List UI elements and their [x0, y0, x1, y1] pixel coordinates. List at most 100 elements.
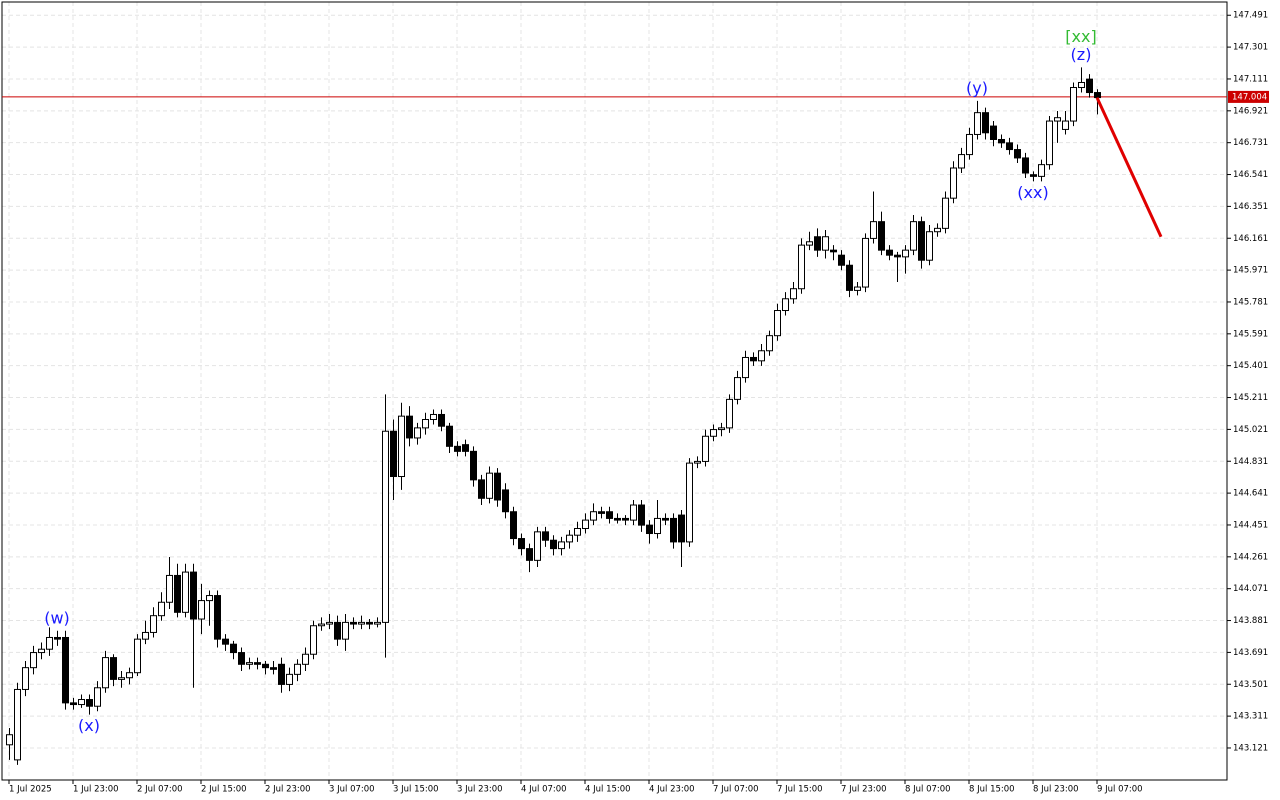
candle-body — [382, 430, 389, 623]
candle-body — [70, 702, 77, 706]
candle-body — [254, 662, 261, 665]
wave-label: (x) — [78, 716, 100, 735]
x-tick-label: 2 Jul 23:00 — [265, 785, 311, 795]
candle-body — [870, 221, 877, 239]
candle-body — [454, 445, 461, 452]
candle-body — [814, 236, 821, 251]
candle-body — [446, 425, 453, 447]
candle-body — [118, 677, 125, 680]
candle-body — [158, 601, 165, 617]
y-tick-label: 147.301 — [1233, 43, 1268, 53]
candle-body — [350, 621, 357, 625]
candle-body — [902, 249, 909, 258]
candle-body — [342, 621, 349, 640]
y-tick-label: 145.591 — [1233, 329, 1268, 339]
x-tick-label: 3 Jul 15:00 — [393, 785, 439, 795]
y-tick-label: 144.451 — [1233, 520, 1268, 530]
candle-body — [694, 460, 701, 464]
candle-body — [374, 621, 381, 625]
plot-frame — [1, 1, 1228, 781]
candle-body — [278, 663, 285, 685]
candle-body — [582, 519, 589, 529]
candle-body — [990, 125, 997, 140]
candle-body — [38, 648, 45, 654]
x-tick-label: 9 Jul 07:00 — [1097, 785, 1143, 795]
candle-body — [422, 419, 429, 429]
candle-body — [134, 638, 141, 674]
candle-body — [150, 615, 157, 633]
candle-body — [294, 663, 301, 675]
candle-body — [62, 636, 69, 704]
y-tick-label: 146.541 — [1233, 170, 1268, 180]
candle-body — [798, 244, 805, 290]
candle-body — [14, 688, 21, 761]
x-tick-label: 3 Jul 07:00 — [329, 785, 375, 795]
candle-body — [574, 527, 581, 536]
y-tick-label: 146.731 — [1233, 138, 1268, 148]
candle-body — [710, 429, 717, 437]
candle-body — [494, 472, 501, 501]
wave-label: (z) — [1071, 45, 1092, 64]
candle-body — [358, 621, 365, 625]
candle-body — [206, 595, 213, 602]
x-tick-label: 8 Jul 23:00 — [1033, 785, 1079, 795]
candle-body — [1022, 157, 1029, 174]
x-tick-label: 8 Jul 07:00 — [905, 785, 951, 795]
candle-body — [806, 241, 813, 246]
candle-body — [790, 288, 797, 300]
candle-body — [670, 517, 677, 543]
y-tick-label: 143.691 — [1233, 648, 1268, 658]
candle-body — [102, 657, 109, 689]
y-tick-label: 143.311 — [1233, 712, 1268, 722]
y-tick-label: 145.401 — [1233, 361, 1268, 371]
candle-body — [22, 667, 29, 690]
candle-body — [270, 667, 277, 670]
candle-body — [510, 511, 517, 540]
candle-body — [934, 227, 941, 233]
candle-body — [438, 413, 445, 427]
candle-body — [302, 653, 309, 665]
candle-body — [486, 472, 493, 499]
candle-body — [46, 636, 53, 650]
candle-body — [326, 621, 333, 625]
candle-body — [238, 652, 245, 665]
candle-body — [590, 511, 597, 521]
candle-body — [110, 657, 117, 680]
candle-body — [54, 636, 61, 640]
candle-body — [518, 538, 525, 550]
y-tick-label: 144.071 — [1233, 584, 1268, 594]
candle-body — [398, 415, 405, 478]
candle-body — [6, 734, 13, 746]
candle-body — [366, 621, 373, 625]
candle-body — [630, 504, 637, 521]
candle-body — [774, 310, 781, 337]
candle-body — [534, 531, 541, 561]
candle-body — [310, 625, 317, 655]
candle-body — [1062, 120, 1069, 130]
candle-body — [1078, 81, 1085, 89]
candle-body — [998, 138, 1005, 144]
candle-body — [686, 462, 693, 543]
candle-body — [462, 444, 469, 452]
candle-body — [142, 631, 149, 640]
wave-label: [xx] — [1065, 27, 1096, 46]
candle-body — [982, 112, 989, 134]
y-tick-label: 147.491 — [1233, 11, 1268, 21]
candle-body — [78, 699, 85, 706]
y-tick-label: 145.971 — [1233, 266, 1268, 276]
y-tick-label: 143.121 — [1233, 743, 1268, 753]
x-tick-label: 7 Jul 23:00 — [841, 785, 887, 795]
candle-body — [430, 413, 437, 421]
candle-body — [390, 430, 397, 478]
candle-body — [566, 534, 573, 543]
candle-body — [334, 621, 341, 640]
candle-body — [30, 652, 37, 669]
x-tick-label: 7 Jul 15:00 — [777, 785, 823, 795]
x-tick-label: 1 Jul 23:00 — [73, 785, 119, 795]
x-tick-label: 3 Jul 23:00 — [457, 785, 503, 795]
candle-body — [86, 699, 93, 707]
candle-body — [726, 398, 733, 429]
candle-body — [838, 254, 845, 266]
candle-body — [950, 167, 957, 199]
candle-body — [470, 450, 477, 481]
